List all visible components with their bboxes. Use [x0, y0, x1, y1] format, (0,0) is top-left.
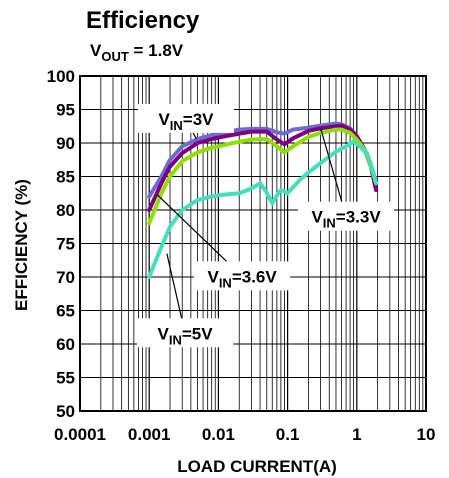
- y-tick-label: 100: [47, 67, 75, 86]
- y-tick-label: 55: [56, 369, 75, 388]
- series-line: [147, 127, 379, 226]
- x-tick-label: 0.001: [128, 425, 171, 444]
- y-tick-label: 90: [56, 134, 75, 153]
- annotation-background: [194, 261, 291, 291]
- y-tick-label: 50: [56, 402, 75, 421]
- y-tick-label: 60: [56, 335, 75, 354]
- series-annotation-label: VIN=3V: [158, 110, 214, 133]
- chart-subtitle: VOUT = 1.8V: [90, 41, 184, 64]
- y-tick-label: 70: [56, 268, 75, 287]
- series-annotation-label: VIN=3.3V: [311, 208, 381, 231]
- x-tick-label: 1: [352, 425, 361, 444]
- subtitle-base: V: [90, 41, 102, 60]
- y-axis-label: EFFICIENCY (%): [12, 179, 31, 311]
- x-tick-label: 10: [417, 425, 436, 444]
- series-annotations: VIN=3V VIN=3.3V VIN=3.6V VIN=5V: [137, 103, 395, 348]
- x-axis-label: LOAD CURRENT(A): [177, 457, 337, 476]
- x-tick-label: 0.0001: [54, 425, 106, 444]
- series-line: [147, 139, 379, 279]
- annotation-background: [137, 103, 234, 133]
- series-annotation-label: VIN=3.6V: [207, 267, 277, 290]
- y-tick-label: 80: [56, 201, 75, 220]
- annotation-background: [137, 318, 234, 348]
- y-tick-label: 65: [56, 302, 75, 321]
- series-line: [147, 123, 379, 212]
- subtitle-sub: OUT: [101, 49, 129, 64]
- chart-title: Efficiency: [86, 7, 200, 34]
- subtitle-rest: = 1.8V: [129, 41, 184, 60]
- y-tick-label: 75: [56, 235, 75, 254]
- series-annotation-label: VIN=5V: [158, 324, 214, 347]
- x-tick-label: 0.1: [276, 425, 300, 444]
- series-lines: [147, 121, 379, 279]
- grid-lines: [79, 75, 426, 412]
- x-tick-labels: 0.0001 0.001 0.01 0.1 1 10: [54, 425, 435, 444]
- y-tick-label: 95: [56, 101, 75, 120]
- y-tick-labels: 50 55 60 65 70 75 80 85 90 95 100: [47, 67, 75, 421]
- annotation-background: [298, 201, 395, 231]
- plot-frame: [79, 75, 427, 412]
- x-tick-label: 0.01: [202, 425, 235, 444]
- y-tick-label: 85: [56, 168, 75, 187]
